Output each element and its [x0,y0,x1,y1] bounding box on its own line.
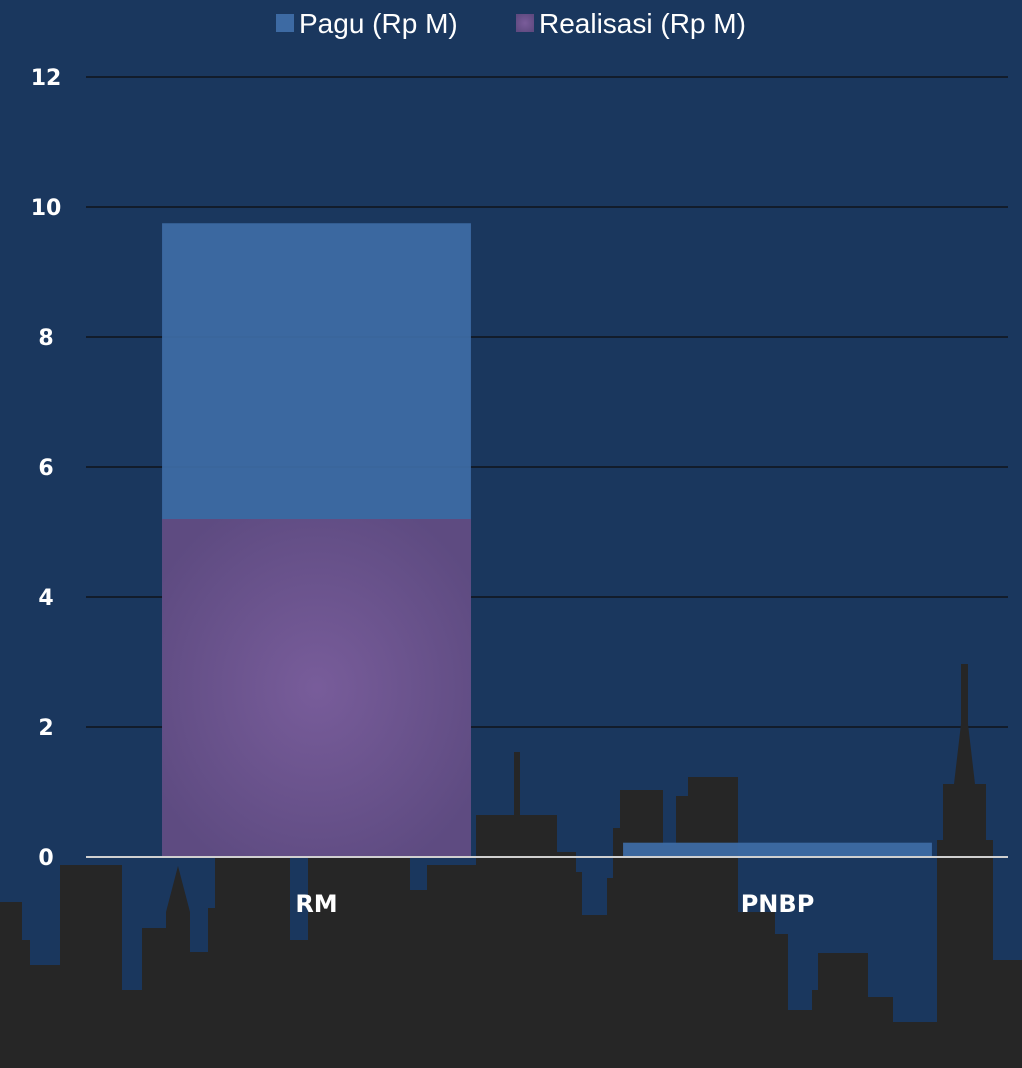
legend-swatch [276,14,294,32]
x-axis: RM PNBP [295,890,814,918]
y-tick-label: 6 [38,456,53,481]
legend-swatch [516,14,534,32]
y-tick-label: 8 [38,326,53,351]
y-tick-label: 0 [38,846,53,871]
y-axis: 0 2 4 6 8 10 12 [31,66,62,871]
x-tick-label: RM [295,890,337,918]
legend-label: Pagu (Rp M) [299,8,458,39]
legend-label: Realisasi (Rp M) [539,8,746,39]
y-tick-label: 2 [38,716,53,741]
x-tick-label: PNBP [741,890,815,918]
bar-realisasi-rm [162,519,471,857]
bar-pagu-pnbp [623,842,932,857]
skyline-silhouette [0,664,1022,1068]
y-tick-label: 12 [31,66,62,91]
y-tick-label: 4 [38,586,53,611]
legend: Pagu (Rp M) Realisasi (Rp M) [276,8,746,39]
bars [162,223,932,857]
y-tick-label: 10 [31,196,62,221]
